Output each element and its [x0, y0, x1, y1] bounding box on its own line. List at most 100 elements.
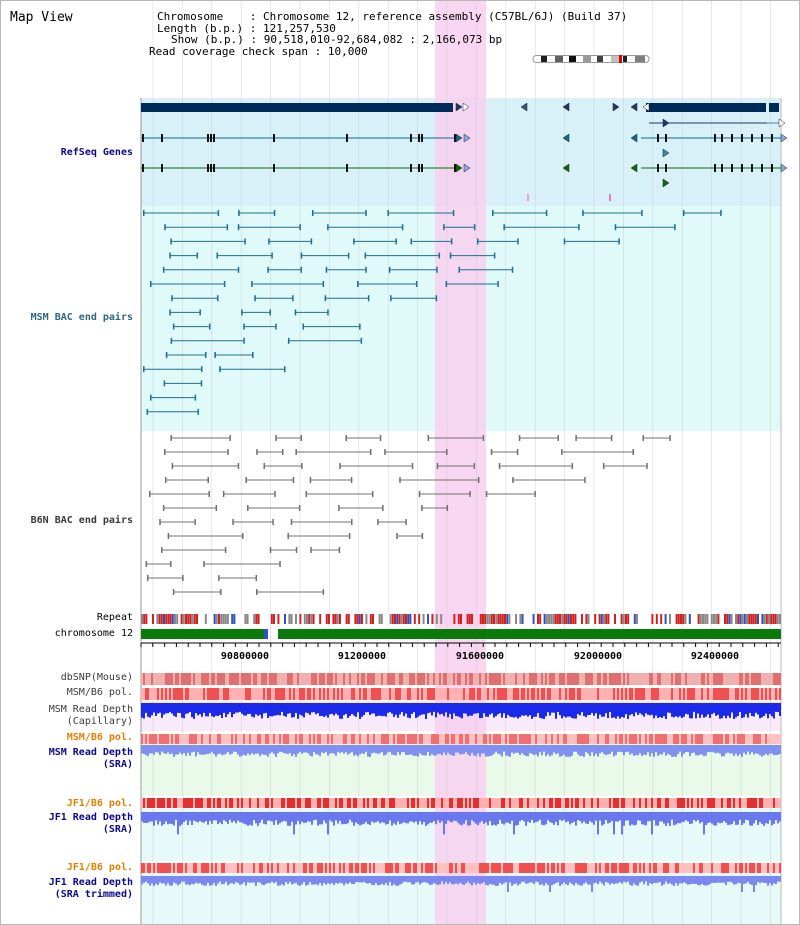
repeat-bar [466, 614, 469, 624]
msm-depth-cap-bar [305, 703, 307, 713]
dbsnp-cell [149, 673, 151, 685]
msm-pol-2-cell [651, 734, 653, 744]
dbsnp-cell [743, 673, 745, 685]
msm-depth-sra-bar [695, 745, 697, 756]
jf1-depth-sra-bar [679, 812, 681, 824]
jf1-depth-sra-bar [345, 812, 347, 825]
jf1-pol-cell [751, 798, 753, 808]
dbsnp-cell [187, 673, 189, 685]
msm-depth-sra-bar [545, 745, 547, 757]
msm-depth-sra-bar [343, 745, 345, 754]
jf1-depth-trim-bar [735, 876, 737, 885]
msm-depth-sra-bar [567, 745, 569, 757]
msm-pol-cell [173, 688, 175, 700]
repeat-bar [145, 614, 148, 624]
jf1-depth-sra-bar [243, 812, 245, 824]
msm-depth-cap-bar [509, 703, 511, 717]
dbsnp-cell [659, 673, 661, 685]
jf1-depth-sra-bar [371, 812, 373, 822]
jf1-depth-trim-bar [651, 876, 653, 885]
msm-bac-pair-end [458, 266, 460, 273]
msm-pol-2-cell [687, 734, 689, 744]
jf1-depth-trim-bar [285, 876, 287, 882]
msm-pol-2-cell [173, 734, 175, 744]
msm-pol-2-cell [749, 734, 751, 744]
msm-depth-cap-bar [453, 703, 455, 714]
jf1-depth-trim-bar [741, 876, 743, 892]
jf1-pol-cell [401, 798, 403, 808]
msm-pol-2-cell [215, 734, 217, 744]
b6n-bac-pair-end [145, 561, 148, 567]
msm-depth-sra-bar [435, 745, 437, 756]
jf1-depth-trim-bar [427, 876, 429, 884]
dbsnp-cell [329, 673, 331, 685]
b6n-bac-pair-end [518, 435, 521, 441]
b6n-bac-pair-end [295, 547, 298, 553]
msm-pol-cell [249, 688, 251, 700]
jf1-depth-sra-bar [667, 812, 669, 824]
dbsnp-cell [349, 673, 351, 685]
msm-depth-sra-bar [515, 745, 517, 753]
msm-depth-sra-bar [611, 745, 613, 752]
msm-depth-sra-bar [573, 745, 575, 752]
jf1-depth-trim-bar [601, 876, 603, 884]
msm-bac-pair-end [641, 210, 643, 216]
msm-depth-sra-bar [509, 745, 511, 757]
repeat-bar [295, 614, 297, 624]
jf1-depth-sra-bar [637, 812, 639, 821]
msm-depth-cap-bar [745, 703, 747, 715]
jf1-depth-trim-bar [585, 876, 587, 883]
msm-depth-sra-bar [459, 745, 461, 755]
msm-pol-cell [549, 688, 551, 700]
dbsnp-cell [555, 673, 557, 685]
jf1-pol-2-cell [673, 863, 675, 873]
dbsnp-cell [385, 673, 387, 685]
msm-pol-2-cell [523, 734, 525, 744]
msm-pol-2-cell [707, 734, 709, 744]
jf1-depth-trim-bar [597, 876, 599, 885]
repeat-bar [660, 614, 663, 624]
dbsnp-cell [265, 673, 267, 685]
msm-depth-sra-bar [397, 745, 399, 753]
msm-pol-2-cell [731, 734, 733, 744]
msm-depth-cap-bar [203, 703, 205, 713]
msm-pol-2-cell [297, 734, 299, 744]
jf1-pol-cell [237, 798, 239, 808]
jf1-pol-cell [173, 798, 175, 808]
repeat-bar [409, 614, 412, 624]
msm-depth-sra-bar [341, 745, 343, 753]
jf1-depth-sra-bar [725, 812, 727, 823]
chromosome-ideogram[interactable] [531, 55, 651, 63]
jf1-pol-2-cell [725, 863, 727, 873]
jf1-pol-cell [757, 798, 759, 808]
jf1-depth-trim-bar [197, 876, 199, 884]
msm-bac-pair-end [200, 366, 203, 373]
b6n-bac-pair-end [220, 589, 222, 595]
b6n-bac-pair-end [256, 449, 258, 455]
jf1-pol-2-cell [651, 863, 653, 873]
msm-pol-2-cell [371, 734, 373, 744]
msm-depth-sra-bar [283, 745, 285, 754]
msm-depth-sra-bar [389, 745, 391, 752]
msm-pol-2-cell [221, 734, 223, 744]
msm-depth-cap-bar [629, 703, 631, 716]
msm-depth-cap-bar [417, 703, 419, 717]
jf1-pol-2-cell [583, 863, 585, 873]
msm-depth-cap-bar [423, 703, 425, 715]
jf1-depth-trim-bar [623, 876, 625, 882]
msm-pol-2-cell [671, 734, 673, 744]
jf1-pol-2-cell [573, 863, 575, 873]
repeat-bar [325, 614, 328, 624]
msm-pol-2-cell [377, 734, 379, 744]
msm-pol-2-cell [511, 734, 513, 744]
msm-pol-cell [691, 688, 693, 700]
dbsnp-cell [215, 673, 217, 685]
jf1-depth-sra-bar [467, 812, 469, 826]
jf1-depth-trim-bar [661, 876, 663, 886]
jf1-depth-trim-bar [349, 876, 351, 883]
jf1-depth-trim-bar [449, 876, 451, 883]
jf1-pol-cell [731, 798, 733, 808]
jf1-depth-trim-bar [511, 876, 513, 886]
dbsnp-cell [635, 673, 637, 685]
